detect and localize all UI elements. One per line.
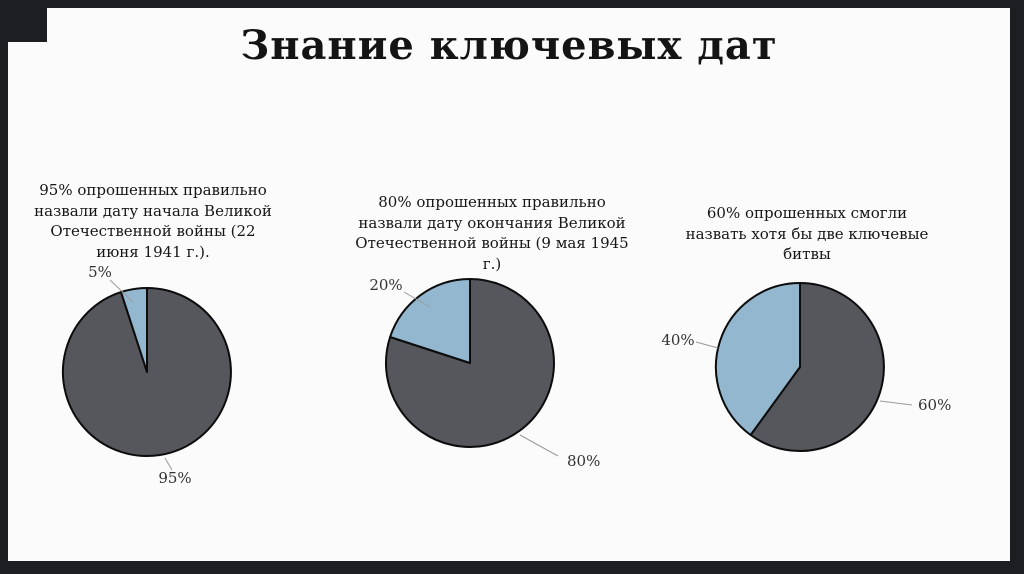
pie-3-label-large: 60%: [918, 396, 951, 414]
pie-3-label-small: 40%: [661, 331, 694, 349]
pie-1-leader-small: [109, 279, 134, 303]
chart-3-caption: 60% опрошенных смогли назвать хотя бы дв…: [685, 204, 929, 264]
pie-3-leader-large: [879, 400, 913, 406]
pie-1-slice-5: [120, 286, 148, 373]
pie-2-label-large: 80%: [567, 452, 600, 470]
pie-3-leader-small: [695, 341, 719, 349]
slide-background: [8, 8, 1010, 561]
pie-2-leader-small: [403, 291, 431, 308]
corner-decoration: [0, 0, 47, 42]
frame-edge-right: [1010, 0, 1024, 574]
slide-title: Знание ключевых дат: [240, 22, 778, 69]
pie-chart-3: 40% 60%: [661, 282, 951, 452]
pie-3-slice-60: [749, 282, 885, 452]
pie-2-label-small: 20%: [369, 276, 402, 294]
chart-1-caption: 95% опрошенных правильно назвали дату на…: [34, 181, 272, 262]
pie-1-label-small: 5%: [88, 263, 112, 281]
pie-chart-1: 5% 95%: [61, 263, 232, 487]
pie-1-leader-large: [164, 457, 173, 471]
frame-edge-bottom: [0, 561, 1024, 574]
frame-edge-left: [0, 0, 8, 574]
pie-2-leader-large: [519, 434, 559, 457]
frame-edge-top: [0, 0, 1024, 8]
chart-2-caption: 80% опрошенных правильно назвали дату ок…: [355, 193, 629, 274]
pie-chart-2: 20% 80%: [369, 276, 600, 470]
pie-3-slice-40: [714, 282, 801, 436]
pie-2-slice-20: [389, 278, 471, 364]
pie-1-label-large: 95%: [158, 469, 191, 487]
